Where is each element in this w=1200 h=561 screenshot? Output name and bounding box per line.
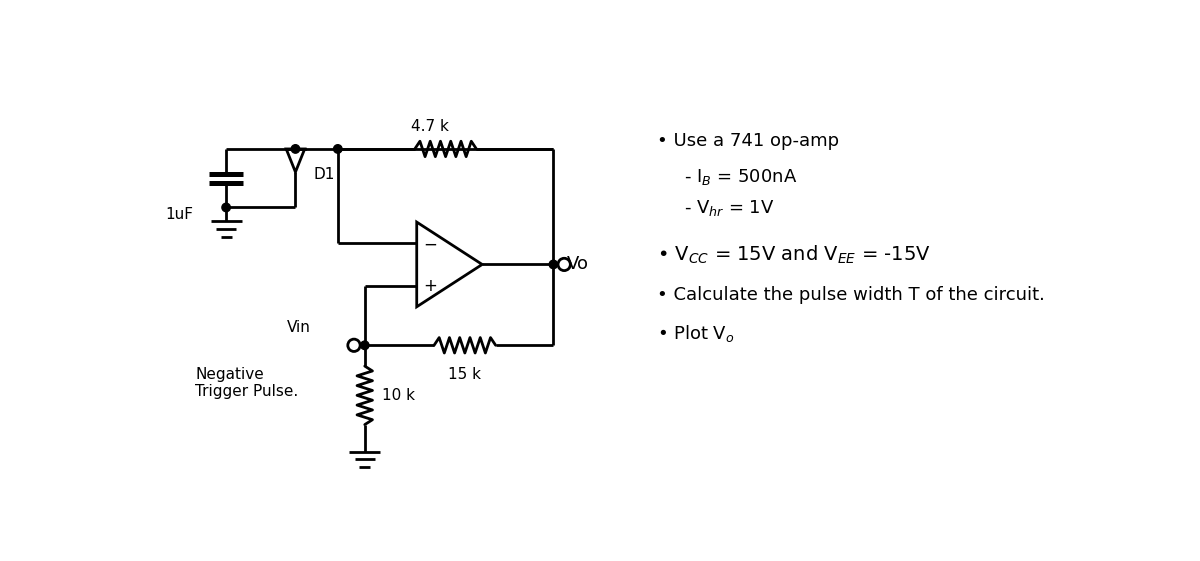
- Circle shape: [292, 145, 300, 153]
- Circle shape: [550, 260, 558, 269]
- Text: • V$_{CC}$ = 15V and V$_{EE}$ = -15V: • V$_{CC}$ = 15V and V$_{EE}$ = -15V: [658, 243, 931, 265]
- Text: $+$: $+$: [422, 277, 437, 295]
- Circle shape: [360, 341, 368, 350]
- Text: • Calculate the pulse width T of the circuit.: • Calculate the pulse width T of the cir…: [658, 286, 1045, 304]
- Circle shape: [334, 145, 342, 153]
- Text: - I$_B$ = 500nA: - I$_B$ = 500nA: [684, 167, 798, 187]
- Text: Negative
Trigger Pulse.: Negative Trigger Pulse.: [196, 367, 299, 399]
- Text: Vo: Vo: [566, 255, 588, 273]
- Text: 4.7 k: 4.7 k: [412, 118, 449, 134]
- Circle shape: [222, 203, 230, 211]
- Text: 15 k: 15 k: [449, 367, 481, 382]
- Text: • Use a 741 op-amp: • Use a 741 op-amp: [658, 132, 840, 150]
- Text: D1: D1: [313, 167, 335, 182]
- Text: Vin: Vin: [287, 320, 311, 335]
- Text: $-$: $-$: [422, 234, 437, 252]
- Text: • Plot V$_o$: • Plot V$_o$: [658, 323, 734, 344]
- Text: 1uF: 1uF: [166, 207, 193, 222]
- Text: - V$_{hr}$ = 1V: - V$_{hr}$ = 1V: [684, 198, 775, 218]
- Text: 10 k: 10 k: [383, 388, 415, 403]
